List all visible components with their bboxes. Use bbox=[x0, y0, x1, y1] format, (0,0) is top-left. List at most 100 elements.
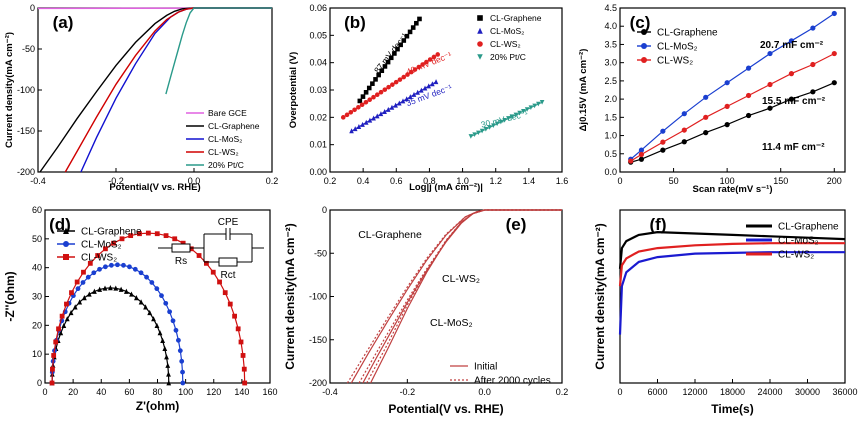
data-point bbox=[382, 64, 388, 69]
data-point bbox=[51, 353, 57, 358]
data-point bbox=[360, 121, 365, 127]
data-point bbox=[97, 286, 103, 292]
data-point bbox=[188, 246, 194, 252]
data-point bbox=[344, 112, 350, 118]
x-tick-label: 1.4 bbox=[523, 176, 536, 186]
x-tick-label: -0.2 bbox=[400, 387, 416, 397]
x-axis-label: Potential(V vs. RHE) bbox=[109, 182, 200, 193]
data-point bbox=[163, 233, 169, 239]
data-point bbox=[242, 380, 248, 386]
data-point bbox=[401, 38, 407, 43]
panel-label: (f) bbox=[650, 215, 667, 234]
rct-resistor bbox=[218, 257, 238, 267]
series-line-5 bbox=[366, 209, 562, 384]
data-point bbox=[53, 339, 59, 345]
x-tick-label: 150 bbox=[773, 176, 788, 186]
x-tick-label: 50 bbox=[669, 176, 679, 186]
data-point bbox=[681, 139, 687, 145]
legend-label: CL-WS₂ bbox=[657, 56, 693, 67]
legend-label: CL-WS₂ bbox=[208, 147, 239, 157]
data-point bbox=[660, 139, 666, 145]
data-point bbox=[408, 69, 414, 75]
data-point bbox=[487, 125, 492, 130]
data-point bbox=[411, 91, 417, 97]
data-point bbox=[86, 291, 92, 297]
x-tick-label: 1.0 bbox=[456, 176, 469, 186]
data-point bbox=[468, 134, 474, 139]
y-tick-label: 0.05 bbox=[309, 30, 327, 40]
legend-label: CL-WS₂ bbox=[778, 250, 814, 261]
data-point bbox=[703, 94, 709, 100]
data-point bbox=[681, 127, 687, 133]
data-point bbox=[170, 318, 176, 324]
data-point bbox=[102, 285, 108, 291]
data-point bbox=[149, 280, 155, 285]
x-tick-label: 120 bbox=[206, 387, 221, 397]
x-tick-label: 80 bbox=[152, 387, 162, 397]
x-axis-label: Z'(ohm) bbox=[136, 399, 180, 413]
capacitance-annotation: 15.5 mF cm⁻² bbox=[762, 96, 826, 107]
data-point bbox=[132, 266, 138, 272]
x-tick-label: 0.0 bbox=[478, 387, 491, 397]
y-tick-label: 0 bbox=[37, 378, 42, 388]
y-tick-label: -150 bbox=[17, 126, 35, 136]
x-tick-label: 0.2 bbox=[324, 176, 337, 186]
data-point bbox=[400, 98, 406, 104]
y-tick-label: 0 bbox=[30, 3, 35, 13]
legend-label: 20% Pt/C bbox=[490, 52, 526, 62]
legend-marker bbox=[641, 43, 647, 49]
data-point bbox=[410, 25, 416, 30]
data-point bbox=[378, 111, 384, 117]
y-tick-label: 60 bbox=[32, 205, 42, 215]
x-tick-label: 12000 bbox=[682, 387, 707, 397]
data-point bbox=[472, 132, 477, 137]
data-point bbox=[367, 97, 373, 103]
series-line-1 bbox=[618, 251, 845, 335]
data-point bbox=[408, 94, 413, 100]
data-point bbox=[521, 108, 526, 114]
data-point bbox=[241, 366, 247, 372]
data-point bbox=[385, 106, 391, 112]
legend-label: CL-Graphene bbox=[778, 222, 839, 233]
y-tick-label: 3.0 bbox=[604, 58, 617, 68]
curve-label: CL-WS₂ bbox=[442, 273, 480, 285]
data-point bbox=[356, 104, 361, 110]
data-point bbox=[638, 156, 645, 162]
data-point bbox=[81, 295, 87, 301]
data-point bbox=[69, 290, 74, 296]
data-point bbox=[162, 345, 168, 352]
data-point bbox=[483, 126, 489, 132]
data-point bbox=[528, 105, 534, 110]
data-point bbox=[56, 326, 61, 332]
x-tick-label: 0.2 bbox=[266, 176, 279, 186]
data-point bbox=[179, 358, 185, 364]
data-point bbox=[745, 65, 752, 71]
data-point bbox=[113, 285, 119, 291]
y-tick-label: 0.06 bbox=[309, 3, 327, 13]
data-point bbox=[374, 113, 380, 119]
x-tick-label: 60 bbox=[124, 387, 134, 397]
data-point bbox=[660, 147, 666, 153]
x-axis-label: Log|j (mA cm⁻²)| bbox=[409, 182, 483, 193]
data-point bbox=[419, 87, 424, 93]
data-point bbox=[123, 288, 129, 294]
data-point bbox=[359, 102, 365, 108]
data-point bbox=[379, 68, 385, 74]
curve-label: CL-Graphene bbox=[358, 229, 422, 241]
data-point bbox=[788, 38, 795, 44]
data-point bbox=[357, 98, 363, 104]
data-point bbox=[498, 119, 504, 125]
data-point bbox=[810, 89, 816, 95]
data-point bbox=[371, 115, 376, 121]
data-point bbox=[103, 264, 108, 270]
data-point bbox=[204, 260, 209, 266]
plot-frame bbox=[619, 7, 846, 173]
y-tick-label: -50 bbox=[22, 44, 35, 54]
data-point bbox=[371, 94, 376, 100]
data-point bbox=[64, 316, 70, 322]
x-tick-label: 160 bbox=[262, 387, 277, 397]
data-point bbox=[77, 299, 83, 305]
data-point bbox=[414, 20, 419, 26]
data-point bbox=[196, 253, 202, 258]
y-tick-label: 4.5 bbox=[604, 3, 617, 13]
